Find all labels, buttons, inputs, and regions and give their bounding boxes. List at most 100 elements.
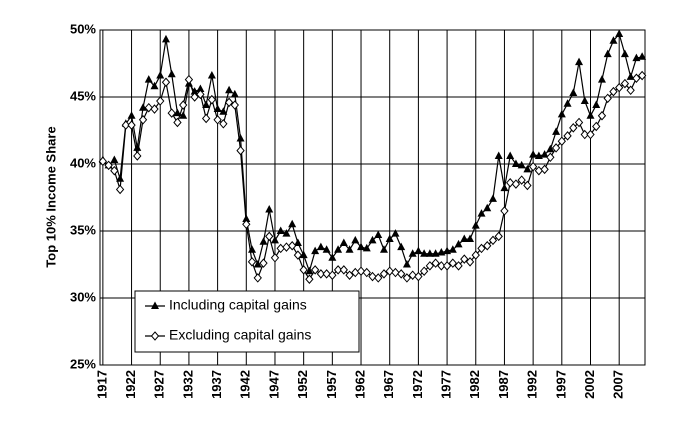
- legend-label: Including capital gains: [169, 297, 307, 313]
- marker: [156, 96, 165, 106]
- marker: [454, 239, 463, 248]
- marker: [575, 57, 584, 66]
- x-tick-label: 1927: [152, 370, 167, 399]
- marker: [167, 108, 176, 118]
- marker: [391, 229, 400, 237]
- marker: [637, 70, 647, 81]
- marker: [603, 93, 612, 104]
- marker: [253, 273, 262, 283]
- marker: [500, 206, 509, 216]
- x-tick-label: 1932: [180, 370, 195, 399]
- marker: [592, 100, 601, 109]
- marker: [345, 270, 354, 280]
- x-tick-label: 1942: [238, 370, 253, 399]
- marker: [339, 238, 348, 247]
- marker: [477, 243, 486, 254]
- marker: [632, 53, 641, 62]
- marker: [419, 266, 429, 276]
- marker: [293, 238, 302, 247]
- marker: [305, 266, 314, 275]
- marker: [202, 100, 211, 109]
- marker: [201, 113, 211, 124]
- marker: [236, 134, 245, 142]
- marker: [615, 29, 624, 38]
- marker: [265, 205, 274, 213]
- marker: [288, 240, 297, 251]
- marker: [259, 258, 268, 268]
- marker: [391, 267, 400, 278]
- marker: [580, 96, 589, 105]
- x-tick-label: 1952: [295, 370, 310, 399]
- marker: [483, 203, 492, 212]
- marker: [506, 178, 515, 188]
- marker: [551, 143, 561, 153]
- legend-symbol: [151, 301, 159, 309]
- marker: [465, 257, 475, 267]
- x-tick-label: 1917: [94, 370, 109, 399]
- marker: [334, 245, 343, 253]
- marker: [437, 247, 446, 256]
- marker: [213, 115, 222, 125]
- marker: [540, 164, 549, 175]
- marker: [425, 249, 434, 257]
- marker: [385, 266, 394, 276]
- marker: [592, 121, 601, 132]
- marker: [511, 159, 520, 167]
- marker: [230, 100, 239, 110]
- marker: [448, 245, 457, 253]
- marker: [517, 160, 526, 169]
- marker: [110, 165, 119, 176]
- marker: [603, 49, 612, 58]
- marker: [563, 99, 572, 107]
- marker: [586, 129, 595, 140]
- marker: [207, 71, 216, 79]
- marker: [534, 151, 543, 159]
- marker: [150, 81, 159, 90]
- marker: [299, 265, 308, 275]
- marker: [414, 271, 423, 282]
- x-tick-label: 1992: [525, 370, 540, 399]
- marker: [224, 97, 234, 108]
- marker: [305, 274, 314, 284]
- y-tick-label: 45%: [70, 88, 96, 103]
- marker: [104, 160, 113, 171]
- x-tick-label: 1997: [553, 370, 568, 399]
- marker: [557, 109, 566, 118]
- marker: [574, 117, 584, 128]
- marker: [316, 242, 325, 251]
- marker: [167, 69, 176, 78]
- marker: [133, 151, 142, 161]
- marker: [190, 92, 199, 102]
- y-tick-label: 30%: [70, 289, 96, 304]
- marker: [454, 261, 463, 271]
- marker: [488, 235, 498, 246]
- marker: [310, 265, 320, 275]
- marker: [546, 144, 555, 153]
- marker: [339, 265, 348, 275]
- y-tick-label: 40%: [70, 155, 96, 170]
- marker: [98, 156, 108, 167]
- marker: [362, 267, 371, 278]
- marker: [173, 117, 182, 128]
- marker: [471, 250, 480, 260]
- marker: [356, 266, 366, 276]
- marker: [397, 242, 406, 251]
- marker: [219, 119, 228, 129]
- marker: [184, 74, 194, 85]
- marker: [460, 254, 469, 264]
- marker: [586, 111, 595, 119]
- marker: [379, 245, 388, 253]
- y-tick-label: 35%: [70, 222, 96, 237]
- x-tick-label: 1937: [209, 370, 224, 399]
- marker: [196, 84, 205, 92]
- marker: [442, 261, 452, 271]
- x-tick-label: 1957: [324, 370, 339, 399]
- marker: [219, 107, 228, 115]
- x-tick-label: 1947: [266, 370, 281, 399]
- marker: [471, 221, 480, 229]
- marker: [437, 261, 446, 271]
- marker: [265, 231, 274, 242]
- x-tick-label: 2002: [582, 370, 597, 399]
- legend-symbol: [150, 331, 160, 341]
- marker: [402, 260, 411, 268]
